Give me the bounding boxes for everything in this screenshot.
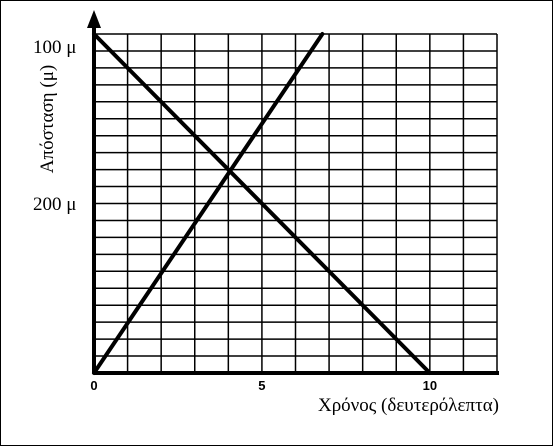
x-tick-label: 0: [90, 378, 97, 393]
series-line-1: [92, 32, 325, 375]
y-text-label-200: 200 μ: [33, 194, 76, 215]
axes: [87, 10, 499, 375]
y-axis-title: Απόσταση (μ): [37, 65, 58, 173]
grid: [94, 33, 498, 373]
series-line-2: [92, 32, 432, 375]
x-tick-label: 10: [423, 378, 437, 393]
x-axis-title: Χρόνος (δευτερόλεπτα): [318, 395, 499, 416]
x-tick-labels: 0 5 10: [90, 378, 437, 393]
y-axis-arrowhead: [87, 10, 101, 28]
x-tick-label: 5: [258, 378, 265, 393]
series-lines: [92, 32, 432, 375]
y-text-label-100: 100 μ: [33, 37, 76, 58]
